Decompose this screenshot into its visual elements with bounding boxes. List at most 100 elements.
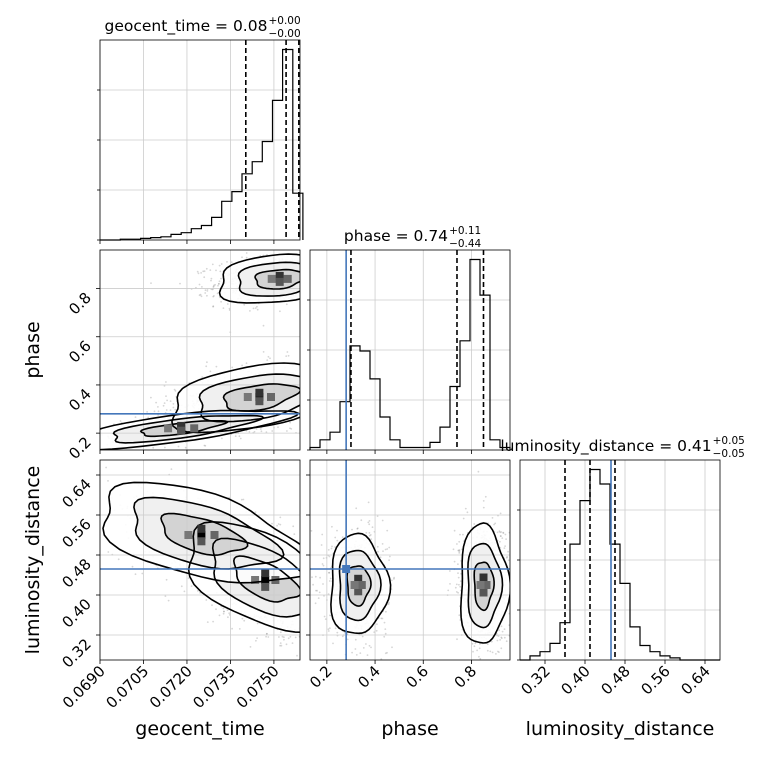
sample-point	[265, 632, 268, 635]
sample-point	[458, 549, 460, 552]
sample-point	[478, 655, 480, 658]
sample-point	[368, 520, 371, 522]
sample-point	[241, 256, 243, 259]
sample-point	[322, 564, 325, 567]
sample-point	[290, 428, 293, 430]
sample-point	[203, 276, 206, 279]
sample-point	[371, 526, 374, 529]
sample-point	[376, 515, 379, 517]
sample-point	[457, 549, 460, 552]
sample-point	[360, 519, 363, 522]
sample-point	[105, 466, 107, 469]
sample-point	[134, 573, 137, 576]
sample-point	[279, 642, 282, 644]
sample-point	[146, 411, 149, 413]
sample-point	[491, 517, 494, 519]
sample-point	[266, 359, 269, 361]
sample-point	[507, 559, 510, 562]
sample-point	[379, 556, 382, 559]
sample-point	[180, 585, 183, 588]
sample-point	[173, 388, 176, 391]
sample-point	[215, 608, 217, 611]
sample-point	[203, 270, 206, 273]
sample-point	[466, 511, 469, 514]
sample-point	[380, 617, 383, 620]
sample-point	[478, 647, 481, 650]
sample-point	[382, 550, 384, 553]
sample-point	[359, 652, 362, 654]
sample-point	[386, 651, 388, 654]
sample-point	[287, 354, 290, 357]
sample-point	[388, 546, 391, 549]
sample-point	[283, 638, 285, 641]
sample-point	[381, 519, 384, 522]
sample-point	[495, 653, 497, 655]
sample-point	[328, 571, 331, 574]
sample-point	[245, 252, 248, 254]
sample-point	[494, 522, 497, 525]
sample-point	[226, 609, 229, 612]
sample-point	[199, 293, 202, 296]
sample-point	[223, 610, 225, 613]
sample-point	[367, 521, 370, 524]
sample-point	[254, 511, 257, 513]
sample-point	[117, 558, 120, 561]
sample-point	[315, 589, 317, 592]
sample-point	[255, 428, 258, 430]
sample-point	[346, 638, 349, 641]
sample-point	[240, 498, 243, 501]
sample-point	[327, 630, 330, 632]
sample-point	[266, 632, 268, 635]
sample-point	[165, 395, 167, 397]
sample-point	[368, 644, 371, 647]
sample-point	[389, 555, 391, 558]
sample-point	[311, 576, 313, 579]
sample-point	[238, 435, 241, 438]
sample-point	[499, 639, 501, 641]
sample-point	[458, 540, 461, 543]
sample-point	[287, 637, 290, 640]
sample-point	[341, 635, 344, 638]
sample-point	[362, 647, 365, 649]
sample-point	[223, 610, 225, 613]
sample-point	[500, 535, 502, 537]
sample-point	[356, 527, 359, 530]
sample-point	[447, 589, 450, 592]
sample-point	[386, 529, 389, 532]
sample-point	[316, 589, 318, 592]
sample-point	[206, 294, 208, 297]
sample-point	[279, 516, 282, 519]
sample-point	[253, 430, 256, 433]
sample-point	[218, 282, 220, 285]
sample-point	[491, 651, 494, 654]
sample-point	[456, 543, 458, 545]
sample-point	[312, 583, 314, 586]
sample-point	[213, 284, 215, 287]
sample-point	[163, 385, 166, 387]
sample-point	[356, 527, 359, 530]
sample-point	[384, 548, 387, 551]
sample-point	[503, 547, 506, 549]
sample-point	[200, 272, 203, 274]
sample-point	[390, 579, 393, 582]
sample-point	[279, 644, 281, 647]
sample-point	[277, 426, 279, 428]
sample-point	[355, 654, 358, 656]
sample-point	[212, 295, 215, 298]
sample-point	[262, 351, 265, 353]
sample-point	[500, 636, 503, 639]
sample-point	[334, 627, 337, 630]
sample-point	[327, 549, 330, 551]
sample-point	[291, 642, 294, 644]
sample-point	[473, 523, 476, 525]
sample-point	[153, 410, 156, 413]
sample-point	[220, 263, 223, 265]
sample-point	[296, 654, 298, 657]
sample-point	[321, 533, 324, 536]
sample-point	[280, 644, 283, 647]
sample-point	[385, 610, 387, 613]
sample-point	[314, 575, 317, 578]
sample-point	[458, 549, 461, 551]
sample-point	[276, 524, 278, 527]
sample-point	[218, 280, 221, 283]
